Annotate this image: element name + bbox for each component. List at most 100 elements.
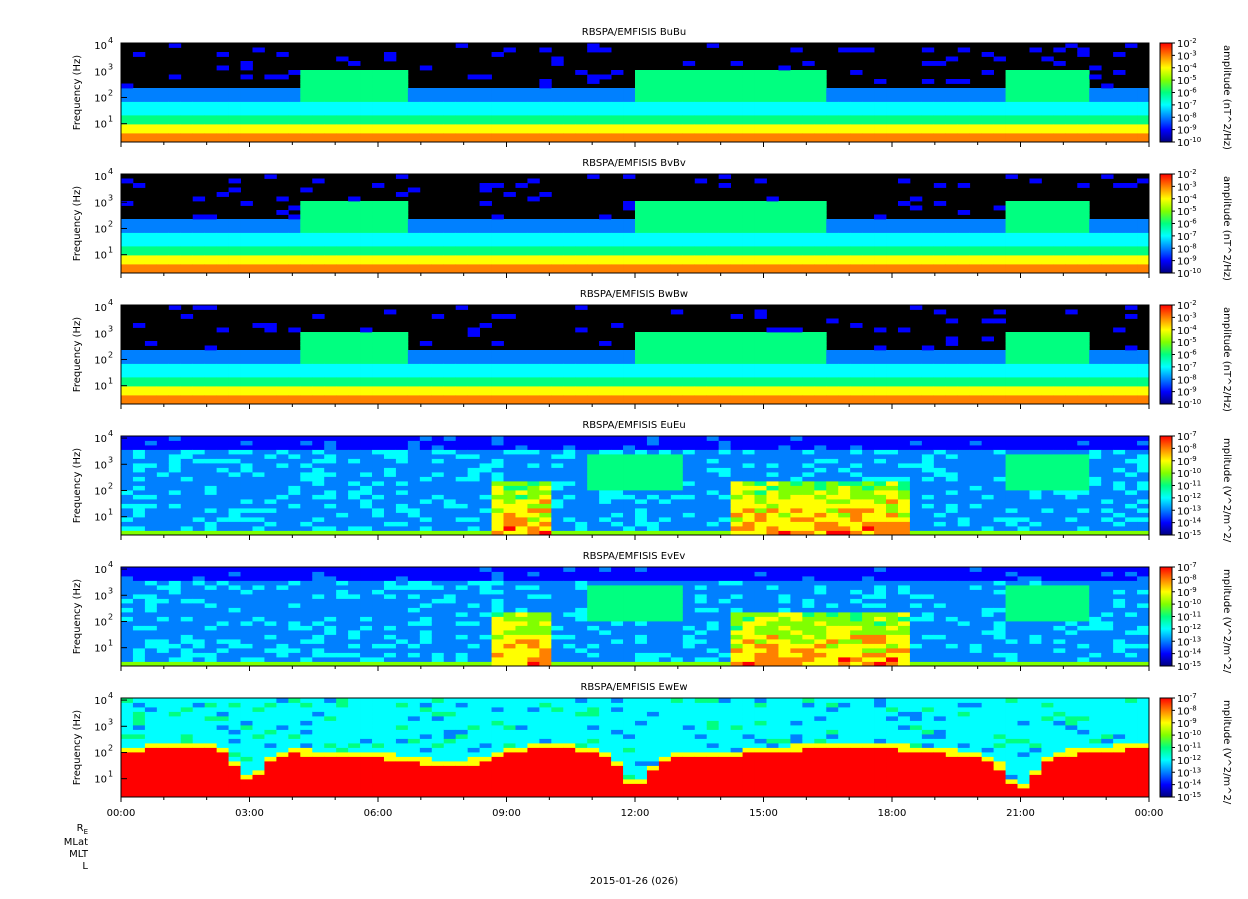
heatmap-cell: [670, 363, 684, 369]
heatmap-cell: [611, 395, 624, 400]
heatmap-cell: [252, 386, 265, 391]
heatmap-cell: [563, 526, 576, 531]
heatmap-cell: [467, 472, 480, 477]
heatmap-cell: [623, 436, 636, 441]
heatmap-cell: [228, 390, 241, 396]
heatmap-cell: [850, 354, 863, 360]
heatmap-cell: [132, 467, 146, 473]
heatmap-cell: [611, 246, 624, 251]
heatmap-cell: [1125, 395, 1138, 400]
heatmap-cell: [670, 232, 684, 238]
heatmap-cell: [646, 395, 660, 400]
heatmap-cell: [778, 399, 791, 405]
heatmap-cell: [240, 65, 253, 71]
heatmap-cell: [1101, 255, 1114, 260]
heatmap-cell: [623, 499, 636, 504]
heatmap-cell: [407, 128, 421, 134]
heatmap-cell: [694, 255, 708, 260]
heatmap-cell: [682, 440, 696, 446]
heatmap-cell: [635, 386, 648, 391]
heatmap-cell: [132, 454, 146, 459]
heatmap-cell: [491, 110, 504, 116]
heatmap-cell: [718, 83, 732, 89]
heatmap-cell: [778, 332, 791, 337]
heatmap-cell: [1029, 47, 1042, 53]
heatmap-cell: [132, 88, 146, 93]
heatmap-cell: [1077, 255, 1090, 260]
heatmap-cell: [838, 386, 851, 391]
heatmap-cell: [228, 368, 241, 373]
heatmap-cell: [1125, 264, 1138, 269]
y-axis-label: Frequency (Hz): [72, 317, 83, 393]
heatmap-cell: [981, 268, 994, 274]
heatmap-cell: [539, 246, 552, 251]
heatmap-cell: [838, 372, 851, 378]
heatmap-cell: [192, 237, 206, 242]
heatmap-cell: [933, 97, 947, 102]
heatmap-cell: [312, 268, 325, 274]
heatmap-cell: [360, 445, 373, 450]
heatmap-cell: [1005, 205, 1018, 211]
heatmap-cell: [1077, 395, 1090, 400]
heatmap-cell: [682, 354, 696, 360]
heatmap-cell: [802, 210, 815, 215]
heatmap-cell: [288, 381, 301, 387]
heatmap-cell: [1053, 214, 1066, 220]
heatmap-cell: [814, 201, 827, 206]
heatmap-cell: [742, 205, 755, 211]
heatmap-cell: [1137, 223, 1150, 229]
heatmap-cell: [467, 494, 480, 500]
heatmap-cell: [204, 106, 218, 111]
heatmap-cell: [682, 386, 696, 391]
heatmap-cell: [252, 526, 265, 531]
heatmap-cell: [981, 395, 994, 400]
heatmap-cell: [1065, 137, 1078, 143]
heatmap-cell: [168, 499, 182, 504]
heatmap-cell: [467, 395, 480, 400]
heatmap-cell: [838, 264, 851, 269]
heatmap-cell: [1125, 255, 1138, 260]
heatmap-cell: [730, 467, 743, 473]
heatmap-cell: [324, 201, 337, 206]
heatmap-cell: [1017, 228, 1030, 233]
heatmap-cell: [491, 381, 504, 387]
heatmap-cell: [611, 354, 624, 360]
heatmap-cell: [336, 106, 349, 111]
heatmap-cell: [1101, 350, 1114, 355]
heatmap-cell: [407, 436, 421, 441]
heatmap-cell: [121, 241, 134, 247]
heatmap-cell: [300, 490, 313, 495]
heatmap-cell: [1113, 237, 1126, 242]
heatmap-cell: [372, 332, 385, 337]
heatmap-cell: [121, 485, 134, 491]
heatmap-cell: [360, 70, 373, 75]
heatmap-cell: [1137, 178, 1150, 184]
heatmap-cell: [431, 521, 445, 527]
heatmap-cell: [587, 463, 600, 468]
heatmap-cell: [563, 517, 576, 522]
heatmap-cell: [527, 246, 540, 251]
heatmap-cell: [1017, 110, 1030, 116]
heatmap-cells: [121, 174, 1150, 274]
heatmap-cell: [682, 115, 696, 120]
heatmap-cell: [874, 97, 887, 102]
heatmap-cell: [336, 250, 349, 256]
heatmap-cell: [240, 363, 253, 369]
heatmap-cell: [539, 368, 552, 373]
heatmap-cell: [264, 372, 277, 378]
heatmap-cell: [240, 268, 253, 274]
heatmap-cell: [192, 485, 206, 491]
heatmap-cell: [933, 137, 947, 143]
heatmap-cell: [240, 512, 253, 518]
heatmap-cell: [479, 449, 492, 455]
heatmap-cell: [1113, 115, 1126, 120]
heatmap-cell: [144, 530, 158, 536]
heatmap-cell: [575, 521, 588, 527]
heatmap-cell: [300, 106, 313, 111]
heatmap-cell: [945, 101, 959, 107]
heatmap-cell: [646, 223, 660, 229]
heatmap-cell: [479, 390, 492, 396]
heatmap-cell: [874, 259, 887, 265]
heatmap-cell: [635, 440, 648, 446]
heatmap-cell: [443, 110, 457, 116]
